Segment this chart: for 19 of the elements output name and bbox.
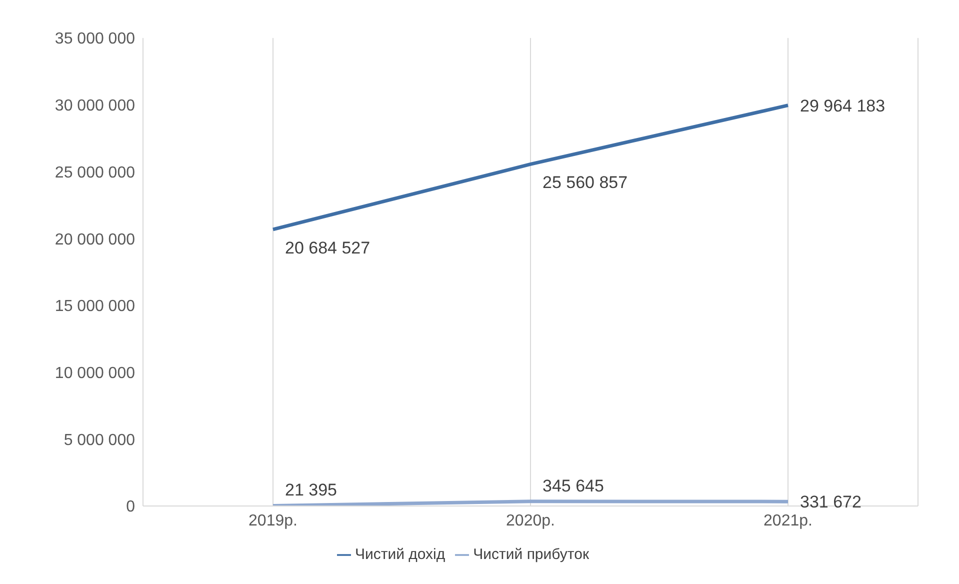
y-tick-label: 35 000 000 bbox=[54, 30, 136, 48]
data-label: 21 395 bbox=[285, 480, 337, 500]
x-tick-label: 2020р. bbox=[506, 512, 555, 530]
x-tick-label: 2019р. bbox=[248, 512, 298, 530]
data-label: 345 645 bbox=[542, 476, 604, 496]
y-tick-label: 25 000 000 bbox=[54, 164, 136, 182]
data-label: 331 672 bbox=[800, 492, 862, 512]
data-label: 20 684 527 bbox=[285, 238, 370, 258]
y-tick-label: 0 bbox=[126, 498, 136, 516]
data-label: 29 964 183 bbox=[800, 96, 886, 116]
y-tick-label: 15 000 000 bbox=[54, 298, 136, 316]
y-tick-label: 20 000 000 bbox=[54, 231, 136, 248]
y-tick-label: 30 000 000 bbox=[54, 98, 136, 115]
legend-label: Чистий прибуток bbox=[473, 546, 590, 563]
y-tick-label: 10 000 000 bbox=[54, 364, 136, 382]
x-tick-label: 2021р. bbox=[764, 512, 812, 530]
data-label: 25 560 857 bbox=[542, 173, 628, 192]
y-tick-label: 5 000 000 bbox=[64, 432, 136, 449]
legend-label: Чистий дохід bbox=[354, 546, 446, 563]
